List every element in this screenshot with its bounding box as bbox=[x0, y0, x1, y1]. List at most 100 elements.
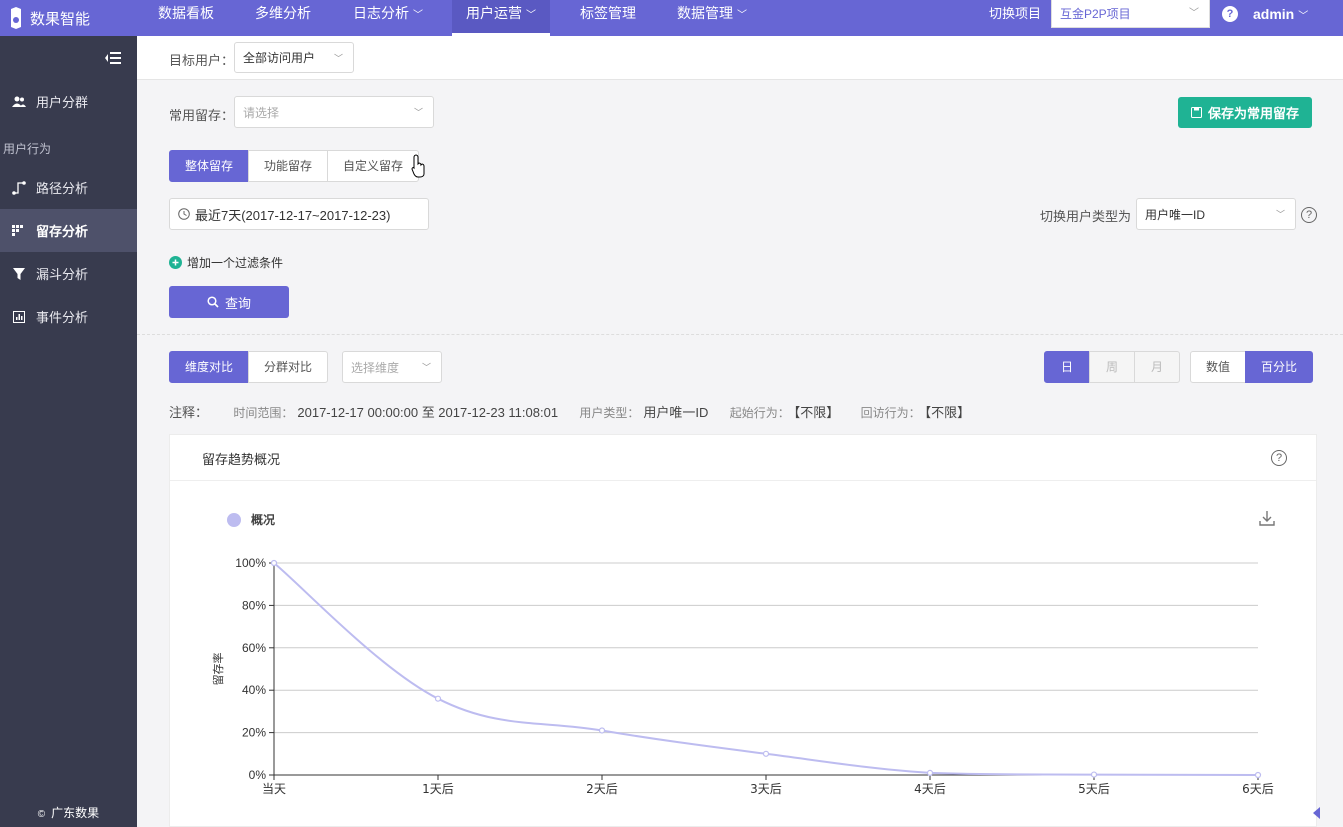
sidebar-item-retention-analysis[interactable]: 留存分析 bbox=[0, 209, 137, 252]
data-point bbox=[762, 750, 770, 757]
logo-icon bbox=[8, 7, 24, 29]
sidebar-item-funnel-analysis[interactable]: 漏斗分析 bbox=[0, 252, 137, 295]
x-tick-label: 4天后 bbox=[914, 782, 946, 796]
search-icon bbox=[207, 296, 219, 308]
project-select[interactable]: 互金P2P项目 ﹀ bbox=[1051, 0, 1210, 28]
x-tick-label: 2天后 bbox=[586, 782, 618, 796]
save-icon bbox=[1190, 107, 1202, 118]
retention-trend-card: 留存趋势概况 ? 概况 0% 20% 40% 60% 80% 100% 留存率 当天 1天后 2天… bbox=[169, 434, 1317, 827]
sidebar-item-event-analysis[interactable]: 事件分析 bbox=[0, 295, 137, 338]
x-tick-label: 当天 bbox=[262, 782, 286, 796]
sidebar-item-label: 留存分析 bbox=[36, 224, 89, 239]
copyright-icon: © bbox=[37, 809, 46, 820]
sidebar-item-label: 路径分析 bbox=[36, 181, 89, 196]
x-tick-label: 6天后 bbox=[1242, 782, 1274, 796]
y-tick-label: 20% bbox=[242, 726, 266, 740]
user-type-select[interactable]: 用户唯一ID ﹀ bbox=[1136, 198, 1296, 230]
sidebar: 用户分群 用户行为 路径分析 留存分析 漏斗分析 事件分析 © 广东数果 bbox=[0, 36, 137, 827]
y-tick-label: 60% bbox=[242, 641, 266, 655]
common-retention-select[interactable]: 请选择 ﹀ bbox=[234, 96, 434, 128]
tab-custom-retention[interactable]: 自定义留存 bbox=[327, 150, 420, 182]
path-icon bbox=[12, 180, 26, 195]
tab-week[interactable]: 周 bbox=[1089, 351, 1136, 383]
chevron-down-icon: ﹀ bbox=[1189, 8, 1199, 19]
query-notes: 注释： 时间范围： 2017-12-17 00:00:00 至 2017-12-2… bbox=[169, 402, 988, 421]
notes-return-key: 回访行为： bbox=[860, 406, 921, 420]
y-axis-label: 留存率 bbox=[211, 653, 225, 686]
notes-type-value: 用户唯一ID bbox=[643, 405, 709, 420]
menu-collapse-icon[interactable] bbox=[105, 52, 121, 64]
nav-item-log-analysis[interactable]: 日志分析 ﹀ bbox=[353, 5, 423, 21]
nav-item-tag-management[interactable]: 标签管理 bbox=[580, 5, 636, 21]
notes-return-value: 【不限】 bbox=[924, 405, 971, 420]
save-common-retention-button[interactable]: 保存为常用留存 bbox=[1178, 97, 1312, 128]
y-tick-label: 40% bbox=[242, 683, 266, 697]
tab-feature-retention[interactable]: 功能留存 bbox=[248, 150, 329, 182]
dimension-placeholder: 选择维度 bbox=[351, 360, 400, 375]
target-user-value: 全部访问用户 bbox=[243, 51, 316, 65]
clock-icon bbox=[178, 208, 190, 220]
nav-item-data-management[interactable]: 数据管理 ﹀ bbox=[677, 5, 747, 21]
logo[interactable]: 数果智能 bbox=[8, 0, 90, 36]
chevron-down-icon: ﹀ bbox=[421, 362, 431, 373]
target-user-select[interactable]: 全部访问用户 ﹀ bbox=[234, 42, 354, 73]
user-type-value: 用户唯一ID bbox=[1145, 207, 1206, 222]
help-icon[interactable]: ? bbox=[1301, 207, 1317, 223]
chevron-down-icon: ﹀ bbox=[413, 107, 423, 118]
sidebar-item-user-group[interactable]: 用户分群 bbox=[0, 80, 137, 123]
target-user-label: 目标用户： bbox=[169, 53, 235, 68]
tab-overall-retention[interactable]: 整体留存 bbox=[169, 150, 250, 182]
tab-day[interactable]: 日 bbox=[1044, 351, 1091, 383]
top-nav-bar: 数果智能 数据看板 多维分析 日志分析 ﹀ 用户运营 ﹀ 标签管理 数据管理 ﹀ 切换… bbox=[0, 0, 1343, 36]
nav-item-user-operation[interactable]: 用户运营 ﹀ bbox=[452, 0, 550, 36]
chevron-down-icon: ﹀ bbox=[1275, 209, 1285, 220]
display-mode-tabs: 数值 百分比 bbox=[1190, 351, 1314, 383]
user-menu[interactable]: admin ﹀ bbox=[1253, 0, 1308, 31]
y-tick-label: 100% bbox=[235, 556, 266, 570]
help-icon[interactable]: ? bbox=[1222, 6, 1238, 22]
add-filter-link[interactable]: 增加一个过滤条件 bbox=[169, 254, 283, 271]
chart-legend[interactable]: 概况 bbox=[227, 511, 275, 528]
chevron-down-icon: ﹀ bbox=[333, 53, 343, 63]
sidebar-item-path-analysis[interactable]: 路径分析 bbox=[0, 166, 137, 209]
query-button-label: 查询 bbox=[224, 295, 251, 311]
date-range-value: 最近7天(2017-12-17~2017-12-23) bbox=[195, 207, 391, 223]
sidebar-item-label: 事件分析 bbox=[36, 310, 89, 325]
query-button[interactable]: 查询 bbox=[169, 286, 289, 318]
common-retention-placeholder: 请选择 bbox=[243, 105, 280, 120]
add-filter-label: 增加一个过滤条件 bbox=[187, 256, 284, 270]
help-icon[interactable]: ? bbox=[1271, 450, 1287, 466]
data-point bbox=[598, 727, 606, 734]
tab-value[interactable]: 数值 bbox=[1190, 351, 1247, 383]
main-content: 目标用户： 全部访问用户 ﹀ 常用留存： 请选择 ﹀ 保存为常用留存 整体留存 … bbox=[137, 36, 1343, 827]
user-type-label: 切换用户类型为 bbox=[1040, 209, 1132, 224]
data-point bbox=[1090, 771, 1098, 778]
dimension-select[interactable]: 选择维度 ﹀ bbox=[342, 351, 442, 383]
target-user-bar: 目标用户： 全部访问用户 ﹀ bbox=[137, 36, 1343, 80]
tab-month[interactable]: 月 bbox=[1134, 351, 1181, 383]
sidebar-item-label: 漏斗分析 bbox=[36, 267, 89, 282]
x-tick-label: 1天后 bbox=[422, 782, 454, 796]
chevron-down-icon: ﹀ bbox=[413, 10, 423, 21]
download-icon[interactable] bbox=[1258, 509, 1276, 527]
card-title: 留存趋势概况 bbox=[202, 452, 281, 467]
sidebar-item-label: 用户分群 bbox=[36, 95, 89, 110]
tab-dimension-compare[interactable]: 维度对比 bbox=[169, 351, 250, 383]
date-range-picker[interactable]: 最近7天(2017-12-17~2017-12-23) bbox=[169, 198, 429, 230]
logo-text: 数果智能 bbox=[30, 10, 91, 28]
nav-item-multi-analysis[interactable]: 多维分析 bbox=[255, 5, 311, 21]
y-tick-label: 0% bbox=[249, 768, 267, 782]
nav-item-dashboard[interactable]: 数据看板 bbox=[158, 5, 214, 21]
company-name: 广东数果 bbox=[51, 806, 100, 820]
chevron-down-icon: ﹀ bbox=[737, 10, 747, 21]
notes-start-key: 起始行为： bbox=[729, 406, 790, 420]
data-point bbox=[270, 559, 278, 567]
legend-marker bbox=[227, 512, 241, 527]
chevron-down-icon: ﹀ bbox=[526, 10, 536, 21]
collapse-arrow-icon[interactable] bbox=[1313, 807, 1320, 819]
tab-percentage[interactable]: 百分比 bbox=[1245, 351, 1314, 383]
project-select-value: 互金P2P项目 bbox=[1060, 7, 1131, 21]
data-point bbox=[926, 769, 934, 776]
tab-group-compare[interactable]: 分群对比 bbox=[248, 351, 329, 383]
